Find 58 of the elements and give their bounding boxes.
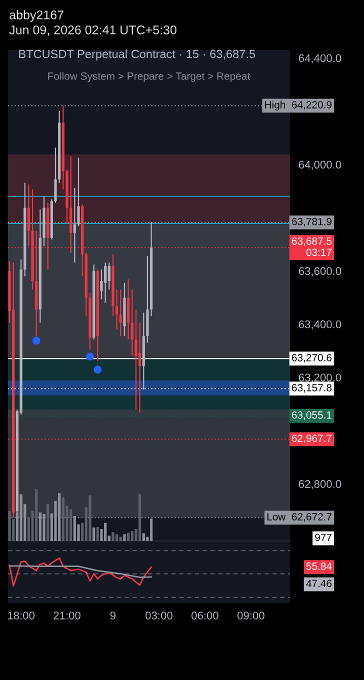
text: Jun 09, 2026 02:41 UTC+5:30	[9, 26, 176, 36]
candlestick	[138, 322, 142, 414]
bar	[138, 494, 142, 541]
text: 55.84	[306, 562, 332, 570]
y-tick-label: 63,400.0	[298, 320, 342, 330]
candlestick	[130, 288, 134, 357]
bar	[62, 497, 64, 541]
bar	[46, 504, 50, 541]
candlestick	[116, 288, 118, 330]
bar	[112, 532, 114, 541]
bar	[92, 527, 96, 541]
y-tick-label: 64,400.0	[298, 54, 342, 64]
bar	[116, 534, 118, 541]
ref-line-label: 62,967.7	[292, 434, 332, 444]
candlestick	[73, 187, 76, 264]
bar	[88, 495, 92, 541]
candlestick	[119, 288, 122, 337]
point	[32, 336, 40, 345]
y-tick-label: 63,200.0	[298, 374, 342, 383]
ref-line-label: Low 62,672.7	[267, 513, 332, 522]
bar	[119, 536, 122, 541]
x-tick-label: 9	[110, 612, 116, 620]
bar	[130, 531, 134, 541]
point	[86, 352, 94, 361]
candlestick	[104, 262, 107, 304]
ref-line-label: 63,270.6	[292, 354, 332, 363]
bar	[8, 510, 11, 541]
candlestick	[54, 147, 57, 204]
x-tick-label: 06:00	[191, 612, 218, 620]
x-tick-label: 09:00	[237, 612, 264, 620]
bar	[104, 522, 107, 541]
text: 977	[315, 534, 332, 542]
ref-line-label: 63,157.8	[292, 384, 332, 393]
candlestick	[134, 308, 138, 410]
x-tick-label: 21:00	[54, 612, 80, 620]
bar	[142, 533, 145, 541]
ref-line-label: 63,055.1	[292, 411, 332, 420]
y-tick-label: 64,000.0	[298, 160, 342, 170]
ref-line-label: 63,781.9	[292, 218, 332, 227]
candlestick	[77, 157, 80, 227]
ref-line-label: High 64,220.9	[265, 100, 332, 111]
bar	[70, 509, 72, 541]
y-tick-label: 63,600.0	[298, 267, 342, 276]
y-tick-label: 62,800.0	[298, 480, 342, 490]
bar	[35, 489, 38, 541]
chart-title: BTCUSDT Perpetual Contract · 15 · 63,687.5	[19, 50, 256, 60]
bar	[96, 526, 99, 541]
caption: abby2167	[10, 10, 64, 22]
candlestick	[108, 262, 110, 290]
point	[94, 366, 102, 374]
x-tick-label: 18:00	[8, 612, 34, 620]
bar	[123, 534, 126, 541]
bar	[127, 532, 130, 541]
text: Follow System > Prepare > Target > Repeat	[48, 72, 250, 82]
candlestick	[100, 269, 103, 300]
text: 47.46	[306, 580, 332, 588]
x-tick-label: 03:00	[145, 612, 172, 620]
ref-line-label: 63,687.5 03:17	[292, 237, 332, 256]
